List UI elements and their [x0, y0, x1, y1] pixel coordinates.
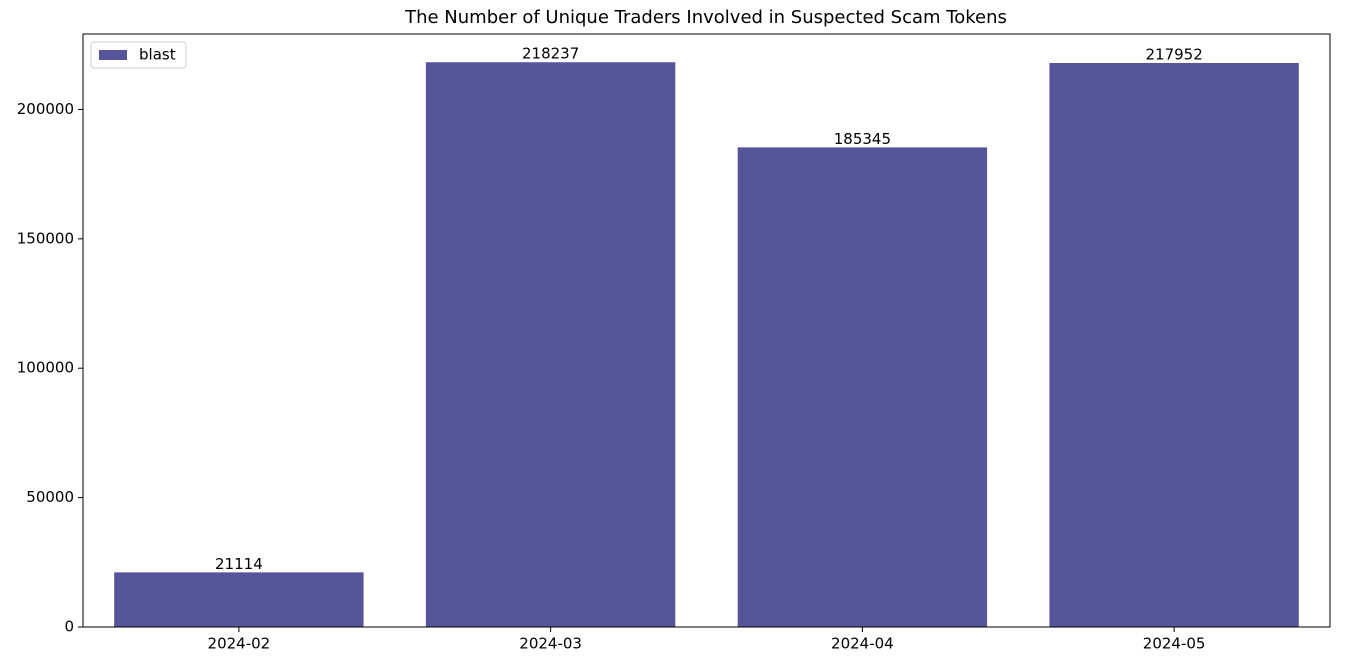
legend-label: blast — [139, 46, 176, 64]
bar — [114, 572, 364, 627]
data-label: 217952 — [1145, 45, 1202, 63]
legend-swatch — [99, 50, 127, 60]
bar — [1049, 62, 1299, 627]
data-label: 218237 — [522, 45, 579, 63]
y-tick-label: 150000 — [17, 229, 74, 247]
bar — [425, 62, 676, 627]
y-tick-label: 200000 — [17, 100, 74, 118]
y-tick-label: 100000 — [17, 359, 74, 377]
y-tick-label: 0 — [64, 618, 74, 636]
data-label: 185345 — [834, 130, 891, 148]
x-tick-label: 2024-03 — [519, 635, 582, 653]
plot-frame — [82, 33, 1331, 628]
bar — [737, 147, 988, 628]
y-tick-label: 50000 — [26, 488, 74, 506]
x-tick-label: 2024-04 — [831, 635, 894, 653]
x-tick-label: 2024-02 — [208, 635, 271, 653]
legend-box — [90, 41, 187, 69]
x-tick-label: 2024-05 — [1143, 635, 1206, 653]
chart-title: The Number of Unique Traders Involved in… — [404, 7, 1007, 28]
data-label: 21114 — [215, 555, 263, 573]
